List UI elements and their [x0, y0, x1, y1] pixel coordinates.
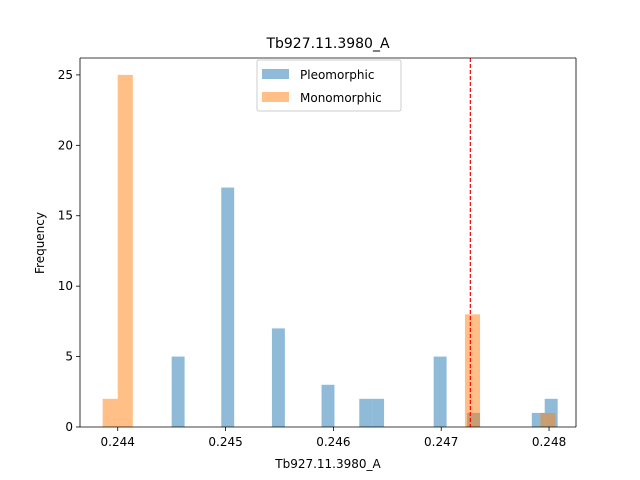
x-axis-label: Tb927.11.3980_A — [274, 457, 381, 471]
y-tick-label: 5 — [65, 350, 73, 364]
bar-pleomorphic-3 — [321, 384, 335, 427]
legend-swatch-monomorphic — [262, 92, 289, 102]
y-tick-label: 10 — [58, 279, 73, 293]
bar-pleomorphic-2 — [271, 328, 285, 427]
legend: Pleomorphic Monomorphic — [256, 59, 402, 112]
x-tick-label: 0.244 — [101, 435, 135, 449]
x-tick-label: 0.246 — [316, 435, 350, 449]
y-tick-label: 15 — [58, 209, 73, 223]
bar-pleomorphic-4 — [359, 398, 373, 427]
bar-pleomorphic-6 — [433, 356, 447, 427]
y-tick-label: 0 — [65, 420, 73, 434]
legend-label-pleomorphic: Pleomorphic — [300, 68, 374, 82]
y-tick-label: 20 — [58, 138, 73, 152]
bar-pleomorphic-5 — [372, 398, 385, 427]
legend-frame — [256, 59, 402, 112]
histogram-bars — [102, 74, 558, 428]
bar-pleomorphic-0 — [171, 356, 185, 427]
x-tick-label: 0.245 — [208, 435, 242, 449]
legend-swatch-pleomorphic — [262, 69, 289, 79]
bar-monomorphic-0 — [102, 398, 118, 427]
x-axis-ticks: 0.244 0.245 0.246 0.247 0.248 — [101, 427, 566, 449]
bar-pleomorphic-1 — [221, 187, 235, 427]
y-tick-label: 25 — [58, 68, 73, 82]
bar-monomorphic-1 — [117, 74, 133, 428]
bar-monomorphic-2 — [464, 314, 481, 427]
y-axis-label: Frequency — [33, 212, 47, 274]
chart-title: Tb927.11.3980_A — [265, 36, 390, 52]
x-tick-label: 0.247 — [424, 435, 458, 449]
axes — [79, 57, 577, 428]
y-axis-ticks: 0 5 10 15 20 25 — [58, 68, 80, 434]
bar-monomorphic-3 — [540, 412, 556, 427]
legend-label-monomorphic: Monomorphic — [300, 91, 382, 105]
x-tick-label: 0.248 — [532, 435, 566, 449]
